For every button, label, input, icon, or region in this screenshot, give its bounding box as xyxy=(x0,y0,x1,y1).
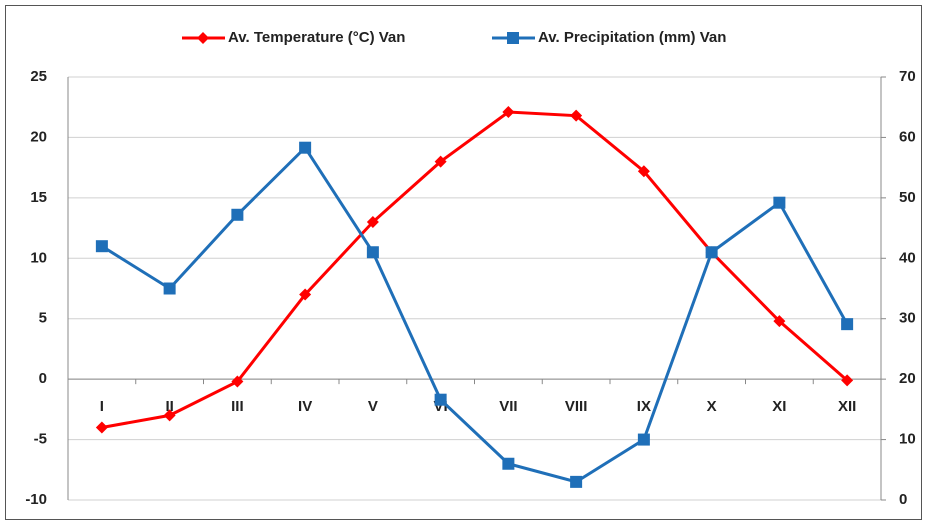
x-tick-label: X xyxy=(707,398,717,415)
chart-frame xyxy=(5,5,922,520)
y-tick-label: -10 xyxy=(25,491,47,508)
data-point xyxy=(705,246,718,259)
data-point xyxy=(163,409,176,422)
x-tick-label: IV xyxy=(298,398,312,415)
y2-tick-label: 30 xyxy=(899,310,916,327)
data-point xyxy=(231,208,244,221)
legend-label: Av. Temperature (°C) Van xyxy=(228,29,405,46)
data-point xyxy=(163,282,176,295)
x-tick-label: I xyxy=(100,398,104,415)
data-point xyxy=(434,155,447,168)
data-point xyxy=(366,216,379,229)
x-tick-label: VIII xyxy=(565,398,588,415)
data-point xyxy=(231,375,244,388)
x-tick-label: III xyxy=(231,398,244,415)
data-point xyxy=(299,288,312,301)
y2-tick-label: 20 xyxy=(899,370,916,387)
data-point xyxy=(570,475,583,488)
y-tick-label: 10 xyxy=(30,249,47,266)
y2-tick-label: 50 xyxy=(899,189,916,206)
legend-marker xyxy=(197,32,209,44)
x-tick-label: IX xyxy=(637,398,651,415)
series-line xyxy=(101,110,849,429)
series-line xyxy=(101,145,849,484)
data-point xyxy=(95,240,108,253)
x-tick-label: VII xyxy=(499,398,517,415)
data-point xyxy=(434,393,447,406)
y2-tick-label: 10 xyxy=(899,431,916,448)
data-point xyxy=(841,374,854,387)
y2-tick-label: 40 xyxy=(899,249,916,266)
data-point xyxy=(366,246,379,259)
y2-tick-label: 60 xyxy=(899,128,916,145)
y-tick-label: 0 xyxy=(39,370,47,387)
x-tick-label: XI xyxy=(772,398,786,415)
y-tick-label: 20 xyxy=(30,128,47,145)
y-tick-label: 25 xyxy=(30,68,47,85)
data-point xyxy=(299,141,312,154)
data-point xyxy=(773,196,786,209)
y2-tick-label: 70 xyxy=(899,68,916,85)
legend-marker xyxy=(507,32,519,44)
y-tick-label: 15 xyxy=(30,189,47,206)
data-point xyxy=(637,165,650,178)
data-point xyxy=(95,421,108,434)
data-point xyxy=(841,318,854,331)
x-tick-label: V xyxy=(368,398,378,415)
y-tick-label: -5 xyxy=(34,431,47,448)
legend-label: Av. Precipitation (mm) Van xyxy=(538,29,726,46)
y-tick-label: 5 xyxy=(39,310,47,327)
data-point xyxy=(502,106,515,119)
data-point xyxy=(502,457,515,470)
y2-tick-label: 0 xyxy=(899,491,907,508)
data-point xyxy=(773,315,786,328)
data-point xyxy=(570,109,583,122)
data-point xyxy=(637,433,650,446)
x-tick-label: XII xyxy=(838,398,856,415)
x-tick-label: II xyxy=(165,398,173,415)
